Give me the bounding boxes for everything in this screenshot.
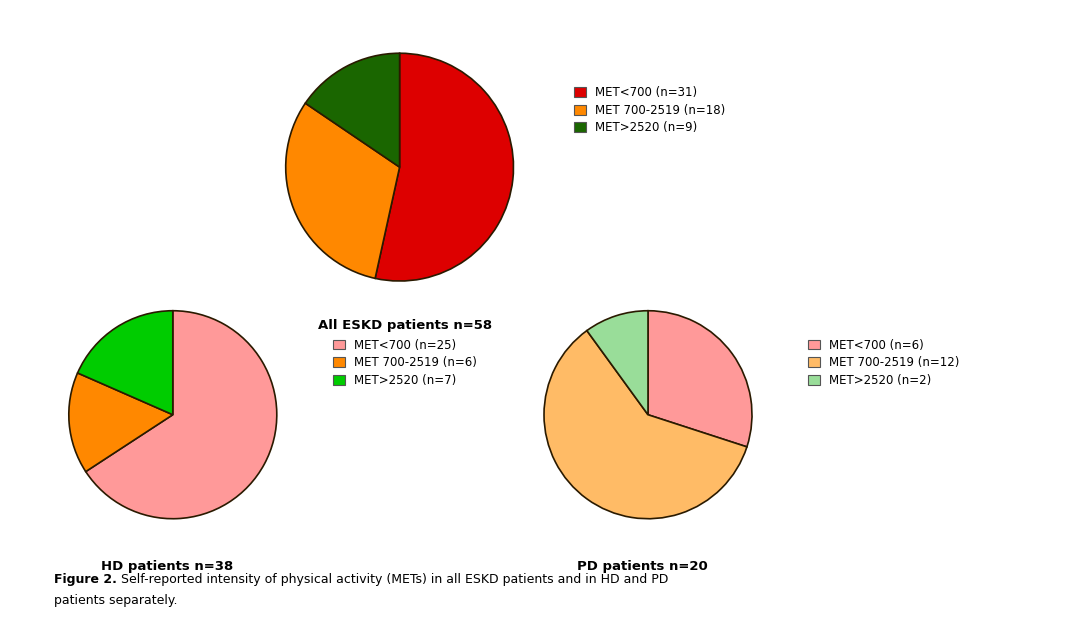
Wedge shape [648, 311, 752, 447]
Wedge shape [69, 373, 173, 472]
Wedge shape [586, 311, 648, 415]
Text: HD patients n=38: HD patients n=38 [102, 560, 233, 573]
Text: All ESKD patients n=58: All ESKD patients n=58 [318, 319, 492, 332]
Legend: MET<700 (n=25), MET 700-2519 (n=6), MET>2520 (n=7): MET<700 (n=25), MET 700-2519 (n=6), MET>… [329, 335, 481, 391]
Text: Figure 2.: Figure 2. [54, 573, 117, 586]
Wedge shape [375, 53, 513, 281]
Wedge shape [286, 103, 400, 279]
Legend: MET<700 (n=31), MET 700-2519 (n=18), MET>2520 (n=9): MET<700 (n=31), MET 700-2519 (n=18), MET… [570, 82, 729, 138]
Wedge shape [306, 53, 400, 167]
Legend: MET<700 (n=6), MET 700-2519 (n=12), MET>2520 (n=2): MET<700 (n=6), MET 700-2519 (n=12), MET>… [805, 335, 963, 391]
Wedge shape [78, 311, 173, 415]
Wedge shape [85, 311, 276, 519]
Wedge shape [544, 331, 747, 519]
Text: patients separately.: patients separately. [54, 594, 177, 607]
Text: PD patients n=20: PD patients n=20 [577, 560, 708, 573]
Text: Self-reported intensity of physical activity (METs) in all ESKD patients and in : Self-reported intensity of physical acti… [117, 573, 669, 586]
